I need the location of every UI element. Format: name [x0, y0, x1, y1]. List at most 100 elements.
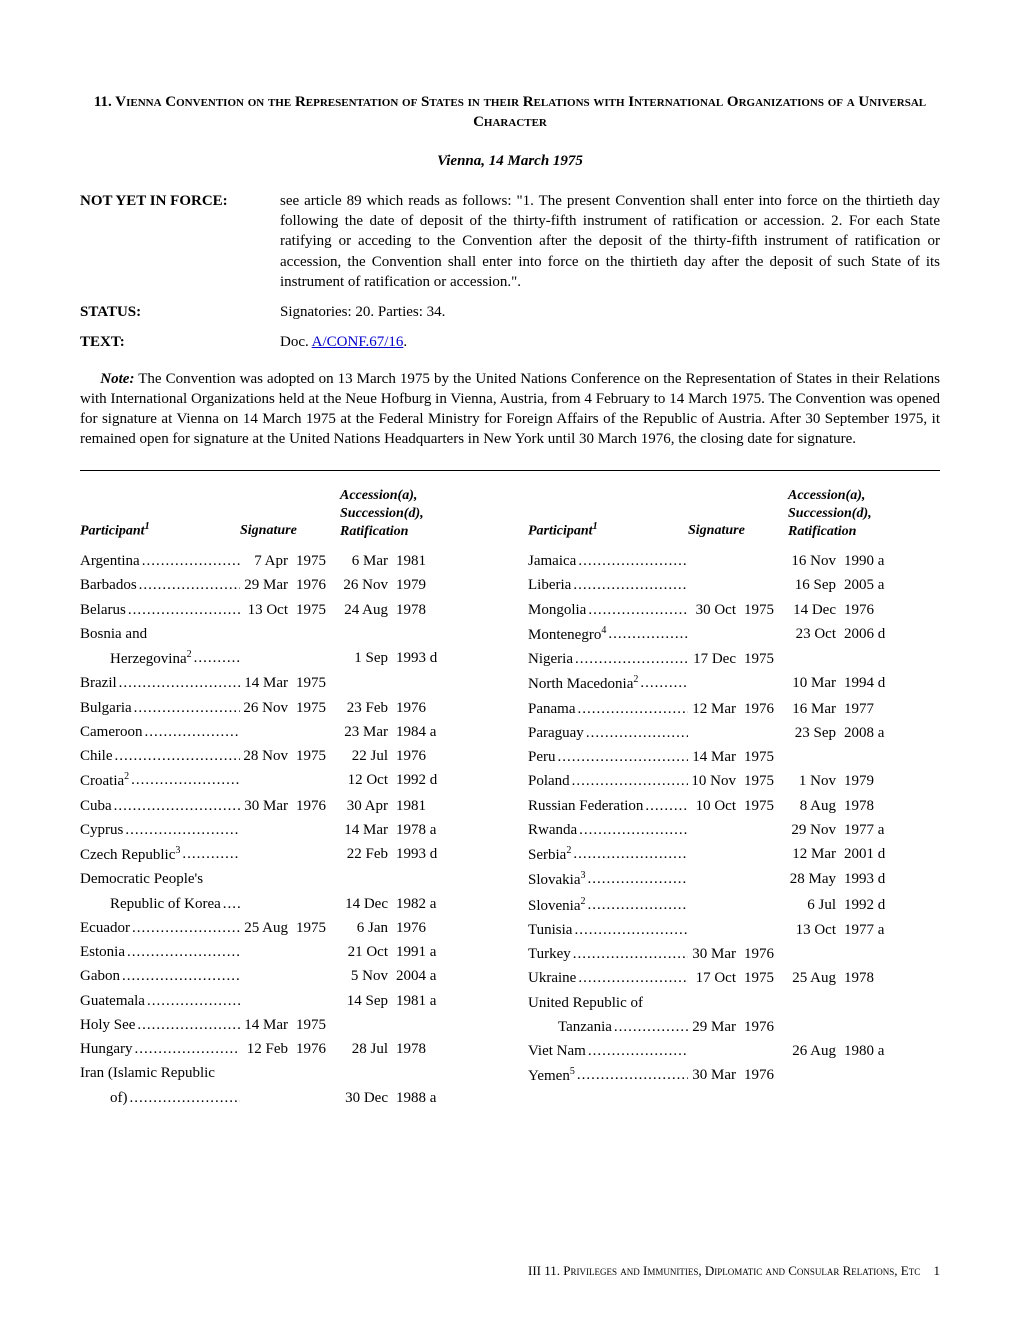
signature-year: [296, 770, 340, 791]
text-prefix: Doc.: [280, 334, 312, 350]
ratification-date: 12 Mar: [788, 844, 844, 865]
participant-name: Ukraine: [528, 968, 688, 988]
note-label: Note:: [100, 371, 134, 387]
header-ratification: Accession(a), Succession(d), Ratificatio…: [788, 487, 928, 542]
ratification-date: [788, 1065, 844, 1086]
signature-date: [688, 723, 744, 743]
ratification-year: [396, 869, 452, 889]
signature-date: 17 Oct: [688, 968, 744, 988]
signature-date: 12 Feb: [240, 1039, 296, 1059]
signature-date: [240, 844, 296, 865]
ratification-year: 1977: [844, 699, 900, 719]
ratification-year: 1976: [844, 600, 900, 620]
ratification-date: 29 Nov: [788, 820, 844, 840]
ratification-date: 23 Feb: [340, 698, 396, 718]
signature-date: 14 Mar: [240, 673, 296, 693]
table-row: Turkey30 Mar1976: [528, 944, 940, 964]
ratification-year: 1978 a: [396, 820, 452, 840]
participant-name: Paraguay: [528, 723, 688, 743]
signature-year: 1975: [744, 649, 788, 669]
participant-name: Czech Republic3: [80, 844, 240, 865]
ratification-date: 14 Mar: [340, 820, 396, 840]
signature-date: 29 Mar: [240, 575, 296, 595]
participant-name: Nigeria: [528, 649, 688, 669]
table-row: Viet Nam26 Aug1980 a: [528, 1041, 940, 1061]
participant-name: United Republic of: [528, 993, 688, 1013]
participant-name: Liberia: [528, 575, 688, 595]
ratification-year: 1976: [396, 918, 452, 938]
ratification-date: 24 Aug: [340, 600, 396, 620]
participant-name: Estonia: [80, 942, 240, 962]
participant-name: Iran (Islamic Republic: [80, 1063, 240, 1083]
document-link[interactable]: A/CONF.67/16: [312, 334, 404, 350]
ratification-date: 28 May: [788, 869, 844, 890]
signature-year: 1976: [744, 1017, 788, 1037]
participants-columns: Participant1 Signature Accession(a), Suc…: [80, 487, 940, 1112]
signature-year: 1976: [296, 575, 340, 595]
ratification-year: 2008 a: [844, 723, 900, 743]
ratification-year: 2006 d: [844, 624, 900, 645]
table-row: of)30 Dec1988 a: [80, 1088, 492, 1108]
ratification-year: [844, 747, 900, 767]
signature-date: [240, 1063, 296, 1083]
ratification-year: [844, 1065, 900, 1086]
ratification-date: 8 Aug: [788, 796, 844, 816]
participant-name: North Macedonia2: [528, 673, 688, 694]
ratification-year: 1982 a: [396, 894, 452, 914]
table-row: Argentina7 Apr19756 Mar1981: [80, 551, 492, 571]
signature-year: 1975: [744, 771, 788, 791]
signature-year: [744, 920, 788, 940]
participant-name: Bosnia and: [80, 624, 240, 644]
ratification-date: 6 Jul: [788, 895, 844, 916]
ratification-date: [788, 993, 844, 1013]
ratification-year: 1978: [844, 796, 900, 816]
signature-year: 1975: [744, 600, 788, 620]
left-table-body: Argentina7 Apr19756 Mar1981Barbados29 Ma…: [80, 551, 492, 1108]
ratification-year: 2004 a: [396, 966, 452, 986]
signature-year: 1976: [744, 944, 788, 964]
signature-date: [240, 624, 296, 644]
signature-date: [240, 770, 296, 791]
footer-page: 1: [934, 1263, 941, 1278]
ratification-date: [340, 1063, 396, 1083]
ratification-year: 1978: [844, 968, 900, 988]
ratification-year: 1988 a: [396, 1088, 452, 1108]
ratification-year: [396, 673, 452, 693]
participant-name: Rwanda: [528, 820, 688, 840]
header-participant: Participant1: [528, 520, 688, 542]
ratification-date: 23 Oct: [788, 624, 844, 645]
table-row: Republic of Korea14 Dec1982 a: [80, 894, 492, 914]
signature-year: [296, 722, 340, 742]
signature-year: [296, 991, 340, 1011]
signature-year: [744, 575, 788, 595]
signature-date: 30 Oct: [688, 600, 744, 620]
table-row: Iran (Islamic Republic: [80, 1063, 492, 1083]
ratification-year: [844, 944, 900, 964]
signature-date: 30 Mar: [688, 1065, 744, 1086]
table-row: Panama12 Mar197616 Mar1977: [528, 699, 940, 719]
participant-name: Argentina: [80, 551, 240, 571]
table-row: Rwanda29 Nov1977 a: [528, 820, 940, 840]
table-row: North Macedonia210 Mar1994 d: [528, 673, 940, 694]
signature-year: 1975: [296, 746, 340, 766]
signature-date: [688, 993, 744, 1013]
participant-name: Cyprus: [80, 820, 240, 840]
participant-name: Democratic People's: [80, 869, 240, 889]
participant-name: Turkey: [528, 944, 688, 964]
ratification-date: 14 Dec: [340, 894, 396, 914]
ratification-date: 14 Sep: [340, 991, 396, 1011]
ratification-year: 2001 d: [844, 844, 900, 865]
ratification-year: [396, 1063, 452, 1083]
table-row: Russian Federation10 Oct19758 Aug1978: [528, 796, 940, 816]
divider: [80, 470, 940, 471]
table-row: Slovenia26 Jul1992 d: [528, 895, 940, 916]
ratification-date: 22 Jul: [340, 746, 396, 766]
ratification-date: 6 Mar: [340, 551, 396, 571]
signature-date: [240, 820, 296, 840]
participant-name: Russian Federation: [528, 796, 688, 816]
ratification-year: 1981: [396, 796, 452, 816]
table-row: Tanzania29 Mar1976: [528, 1017, 940, 1037]
signature-date: [240, 991, 296, 1011]
text-suffix: .: [403, 334, 407, 350]
table-row: Paraguay23 Sep2008 a: [528, 723, 940, 743]
